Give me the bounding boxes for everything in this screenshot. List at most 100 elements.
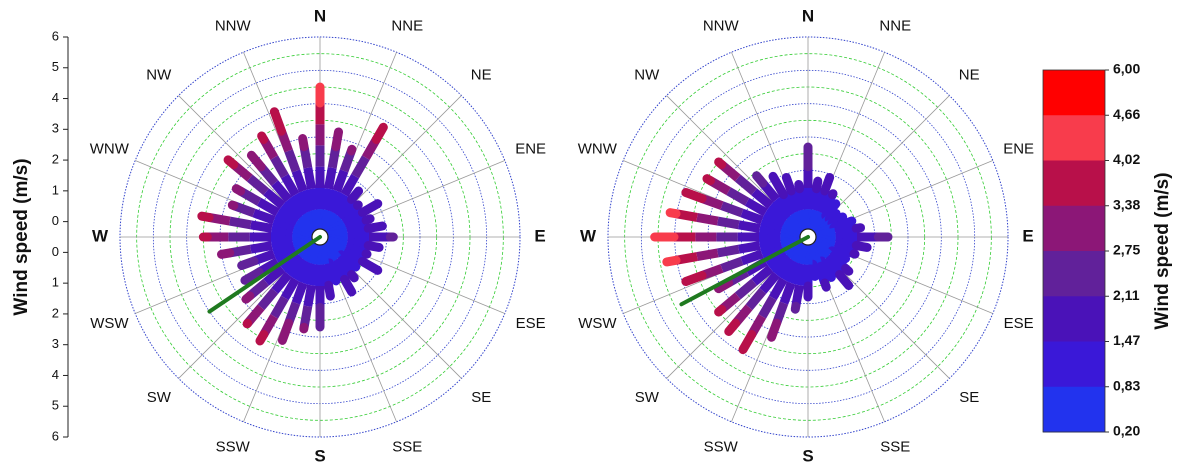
wind-bar-segment (228, 216, 252, 230)
dominant-direction-line (207, 235, 322, 314)
colorbar-tick-label: 3,38 (1113, 196, 1140, 212)
direction-label: W (92, 226, 109, 245)
direction-label: ENE (515, 141, 546, 158)
wind-bar-segment (270, 295, 289, 319)
wind-bar-segment (277, 318, 294, 345)
direction-label: WSW (90, 315, 129, 332)
wind-bar-segment (324, 258, 341, 286)
wind-bar-segment (270, 224, 294, 237)
colorbar-tick-label: 0,83 (1113, 377, 1140, 393)
wind-bar-segment (361, 214, 375, 225)
wind-bar-segment (794, 179, 804, 194)
direction-label: WSW (578, 315, 617, 332)
wind-bar-segment (767, 318, 782, 342)
wind-bar-segment (820, 172, 835, 196)
colorbar-tick-label: 2,11 (1113, 287, 1140, 303)
direction-label: WNW (578, 141, 618, 158)
wind-bar-segment (773, 196, 794, 219)
wind-bar-segment (263, 265, 286, 286)
wind-bar-segment (279, 202, 302, 223)
wind-bar-segment (773, 255, 794, 278)
wind-bar-segment (720, 201, 744, 218)
wind-bar-segment (828, 189, 838, 200)
wind-bar-segment (734, 278, 758, 300)
wind-bar-segment (751, 265, 774, 286)
wind-bar-segment (827, 246, 851, 264)
colorbar-tick-label: 2,75 (1113, 242, 1140, 258)
wind-bar-segment (371, 122, 388, 144)
wind-bar-segment (714, 157, 727, 170)
direction-label: NNE (391, 17, 423, 34)
wind-bar-segment (307, 187, 320, 211)
wind-bar-segment (223, 155, 239, 170)
direction-label: ESE (1004, 315, 1034, 332)
wind-bar-segment (346, 186, 364, 204)
wind-bar-segment (795, 263, 808, 287)
wind-bar-segment (331, 127, 344, 152)
wind-rose-left: N NNE NE ENE E ESE SE SSE S SSW SW WSW W WNW NW NNW (90, 6, 546, 465)
radial-axis-tick-label: 4 (52, 90, 59, 105)
wind-bar-segment (284, 149, 301, 173)
wind-bar-segment (758, 237, 782, 250)
wind-bar-segment (249, 220, 273, 233)
wind-bar-segment (767, 251, 790, 272)
direction-label: S (314, 446, 325, 465)
wind-bar-segment (827, 212, 848, 228)
colorbar-band (1043, 160, 1105, 207)
wind-bar-segment (271, 180, 292, 203)
wind-bar-segment (275, 208, 299, 228)
wind-bar-segment (820, 278, 831, 292)
radial-axis-tick-label: 2 (52, 305, 59, 320)
wind-bar-segment (231, 184, 246, 196)
wind-bar-segment (759, 271, 780, 294)
direction-label: SSW (704, 439, 739, 456)
radial-axis-tick-label: 1 (52, 182, 59, 197)
wind-bar-segment (662, 255, 681, 267)
radial-axis-tick-label: 5 (52, 59, 59, 74)
wind-bar-segment (714, 304, 727, 317)
wind-bar-segment (240, 267, 264, 285)
direction-label: SE (471, 389, 491, 406)
colorbar-band (1043, 296, 1105, 342)
colorbar-band (1043, 115, 1105, 161)
direction-label: S (802, 446, 813, 465)
wind-bar-segment (299, 261, 315, 285)
wind-bar-segment (696, 248, 719, 261)
colorbar-tick-label: 1,47 (1113, 332, 1140, 348)
colorbar-tick-label: 6,00 (1113, 61, 1140, 77)
wind-bar-segment (758, 295, 777, 319)
wind-bar-segment (291, 169, 308, 193)
wind-bar-segment (751, 188, 774, 209)
wind-bar-segment (303, 166, 316, 190)
wind-bar-segment (303, 284, 316, 308)
radial-axis-tick-label: 1 (52, 275, 59, 290)
wind-bar-segment (681, 271, 707, 286)
direction-label: SE (959, 389, 979, 406)
direction-label: ENE (1003, 141, 1034, 158)
direction-label: E (1022, 226, 1033, 245)
direction-label: NE (471, 67, 492, 84)
radial-axis-tick-label: 6 (52, 428, 59, 443)
direction-label: N (314, 6, 326, 25)
wind-bar-segment (714, 278, 734, 294)
wind-bar-segment (720, 256, 744, 273)
direction-label: NW (146, 67, 172, 84)
wind-bar-segment (768, 277, 788, 301)
wind-bar-segment (851, 223, 866, 233)
direction-label: ESE (516, 315, 546, 332)
wind-bar-segment (285, 255, 306, 278)
wind-bar-segment (716, 244, 740, 258)
wind-bar-segment (285, 196, 306, 219)
direction-label: NNW (703, 17, 740, 34)
direction-label: NNE (879, 17, 911, 34)
wind-bar-segment (307, 263, 320, 287)
wind-bar-segment (812, 176, 823, 194)
wind-bar-segment (255, 330, 269, 346)
radial-axis-tick-label: 4 (52, 367, 59, 382)
wind-rose-right: N NNE NE ENE E ESE SE SSE S SSW SW WSW W WNW NW NNW (578, 6, 1034, 465)
wind-bar-segment (808, 259, 820, 281)
wind-bar-segment (280, 277, 300, 301)
wind-bar-segment (734, 174, 758, 196)
wind-bar-segment (760, 216, 784, 232)
